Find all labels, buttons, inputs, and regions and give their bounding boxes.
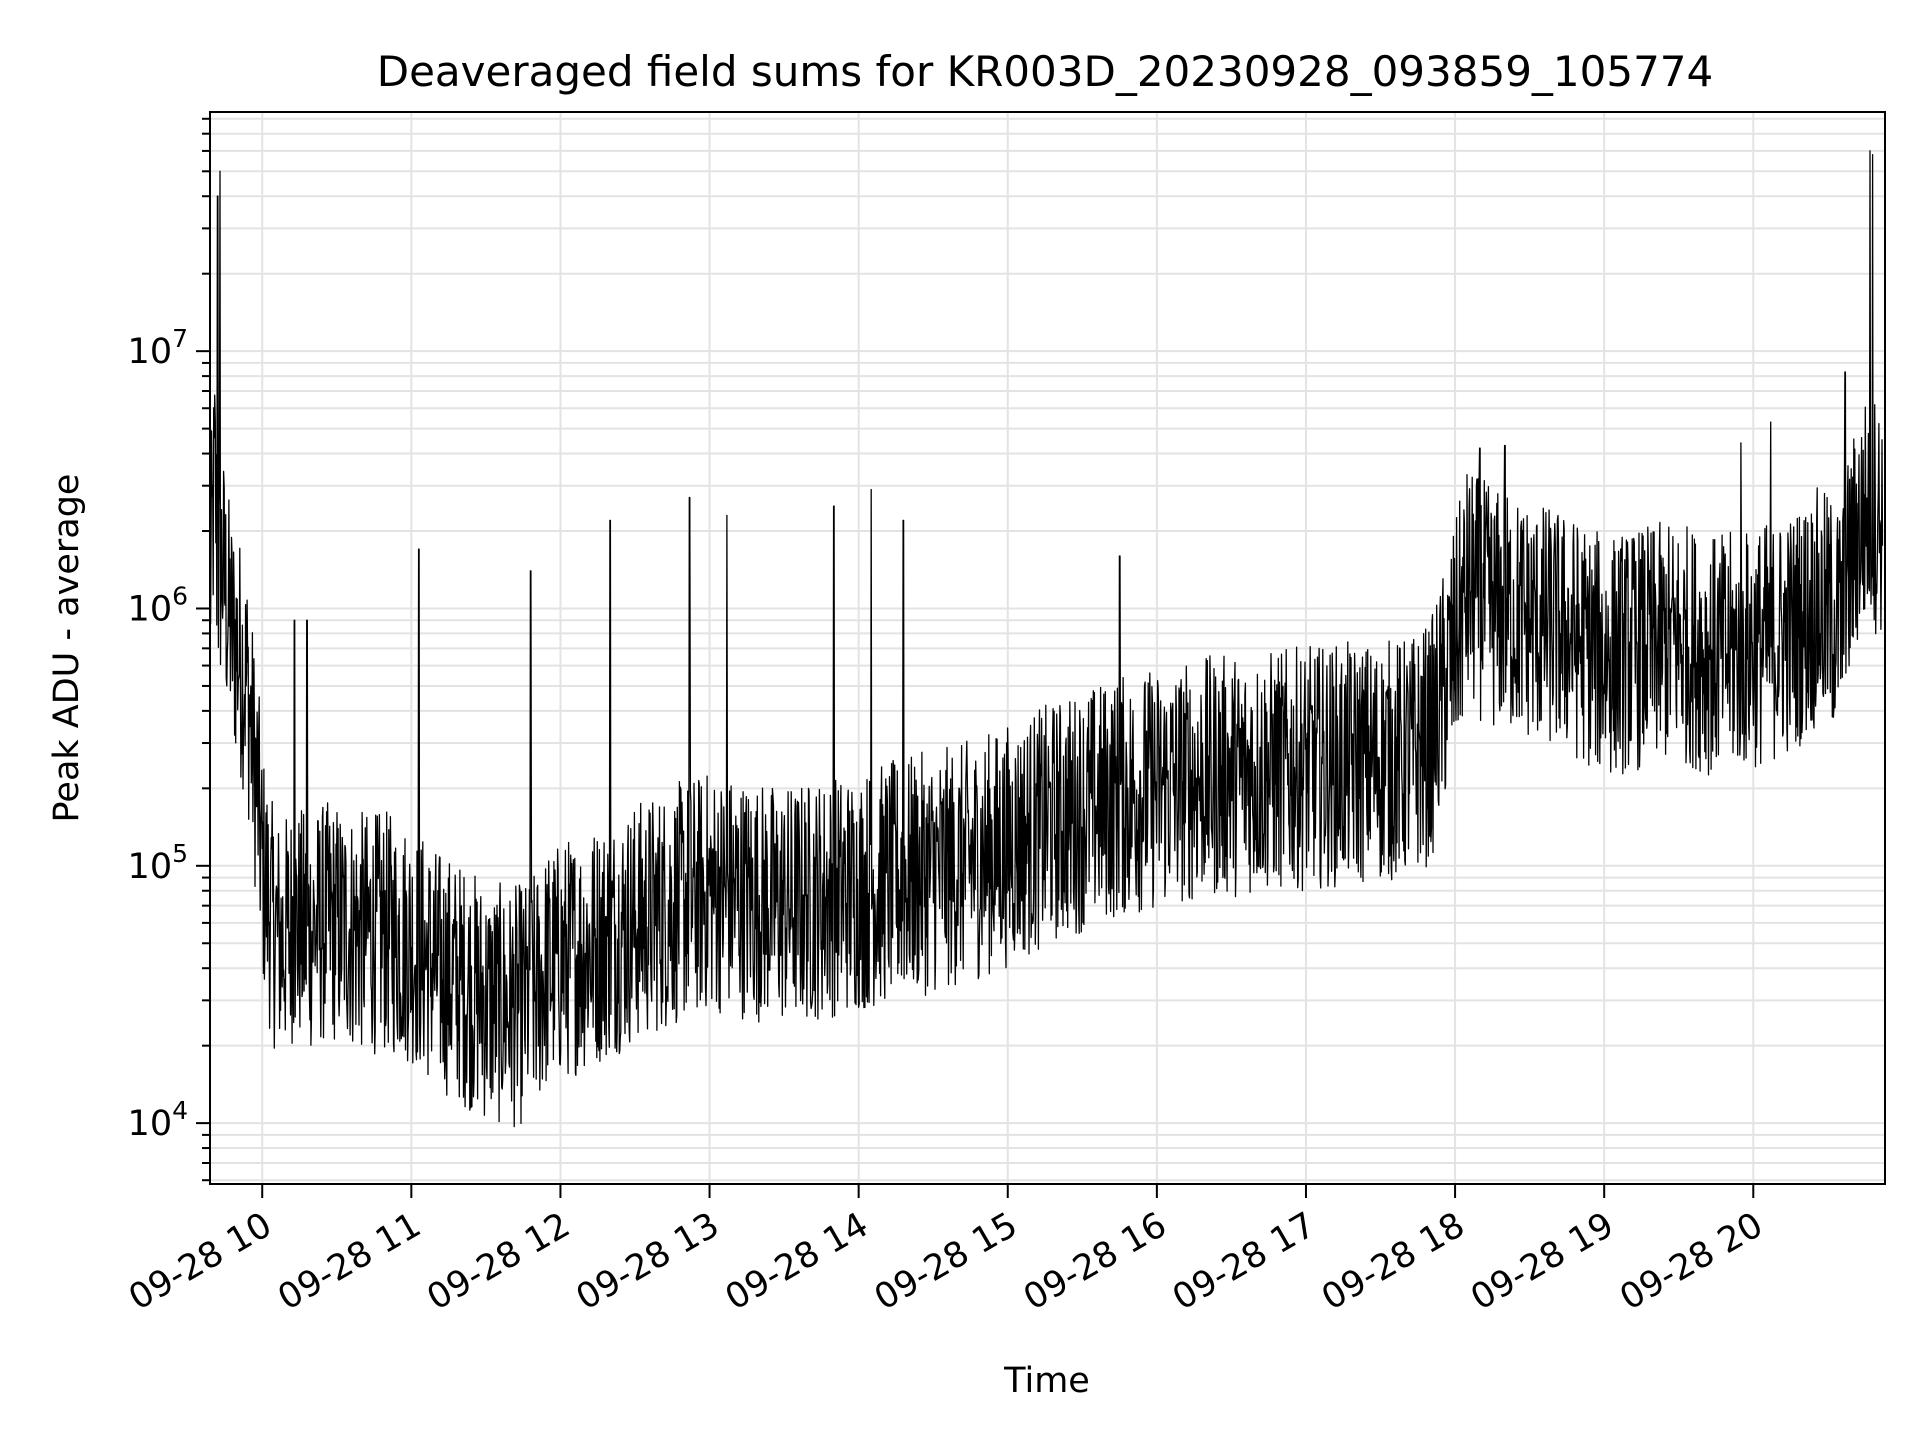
x-tick-label: 09-28 16 <box>1017 1205 1173 1318</box>
x-tick-label: 09-28 15 <box>868 1205 1024 1318</box>
y-tick-label: 104 <box>128 1096 188 1144</box>
x-tick-label: 09-28 18 <box>1315 1205 1471 1318</box>
x-tick-label: 09-28 11 <box>272 1205 428 1318</box>
y-tick-label: 105 <box>128 839 188 887</box>
plot-area <box>209 150 1884 1128</box>
x-tick-label: 09-28 13 <box>570 1205 726 1318</box>
y-tick-label: 107 <box>128 324 188 372</box>
y-axis-label: Peak ADU - average <box>47 474 87 823</box>
chart-title: Deaveraged field sums for KR003D_2023092… <box>377 47 1714 96</box>
y-axis: 104 105 106 107 <box>128 117 210 1182</box>
x-axis-label: Time <box>1003 1361 1090 1401</box>
x-tick-label: 09-28 10 <box>122 1205 278 1318</box>
x-tick-label: 09-28 19 <box>1464 1205 1620 1318</box>
x-tick-label: 09-28 12 <box>421 1205 577 1318</box>
x-tick-label: 09-28 17 <box>1166 1205 1322 1318</box>
y-tick-label: 106 <box>128 581 188 629</box>
grid <box>210 112 1885 1184</box>
x-tick-label: 09-28 14 <box>719 1205 875 1318</box>
x-tick-label: 09-28 20 <box>1613 1205 1769 1318</box>
series-line <box>209 150 1884 1128</box>
